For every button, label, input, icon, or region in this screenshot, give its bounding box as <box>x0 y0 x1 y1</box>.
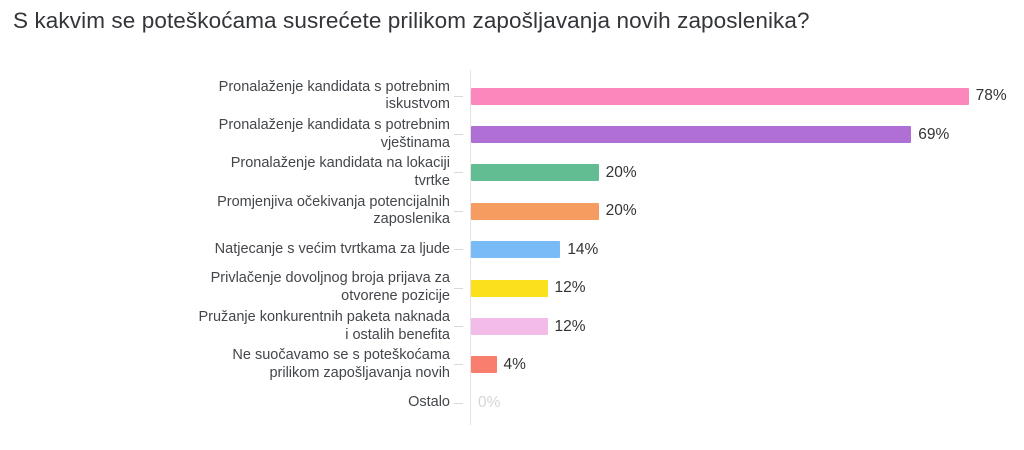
value-label: 14% <box>567 240 599 258</box>
category-label: Pružanje konkurentnih paketa naknada i o… <box>198 308 450 343</box>
axis-tick-mark <box>454 172 463 174</box>
axis-tick-mark <box>454 326 463 328</box>
bar <box>471 279 548 297</box>
axis-tick-mark <box>454 364 463 366</box>
value-label: 69% <box>918 125 950 143</box>
value-label: 78% <box>975 87 1007 105</box>
bar-area: 4% <box>463 346 1024 384</box>
category-label: Ostalo <box>408 394 450 411</box>
bar <box>471 356 497 374</box>
axis-tick-mark <box>454 95 463 97</box>
bar-area: 20% <box>463 154 1024 192</box>
bar <box>471 126 912 144</box>
value-label: 20% <box>605 202 637 220</box>
bar-area: 12% <box>463 307 1024 345</box>
chart-row: Ostalo 0% <box>0 384 1024 422</box>
bar-area: 20% <box>463 192 1024 230</box>
chart-rows: Pronalaženje kandidata s potrebnim iskus… <box>0 77 1024 423</box>
bar <box>471 202 599 220</box>
value-label: 12% <box>554 279 586 297</box>
chart-row: Natjecanje s većim tvrtkama za ljude 14% <box>0 231 1024 269</box>
bar <box>471 318 548 336</box>
category-label: Ne suočavamo se s poteškoćama prilikom z… <box>232 347 450 381</box>
category-label: Pronalaženje kandidata na lokaciji tvrtk… <box>230 155 450 189</box>
axis-tick-mark <box>454 210 463 212</box>
value-label: 20% <box>605 163 637 181</box>
chart-row: Pružanje konkurentnih paketa naknada i o… <box>0 307 1024 345</box>
category-label: Pronalaženje kandidata s potrebnim iskus… <box>218 78 450 113</box>
bar <box>471 241 561 259</box>
chart-row: Pronalaženje kandidata s potrebnim iskus… <box>0 77 1024 115</box>
category-label: Pronalaženje kandidata s potrebnim vješt… <box>218 116 450 151</box>
bar-area: 14% <box>463 231 1024 269</box>
y-axis-line <box>470 70 471 425</box>
bar-area: 0% <box>463 384 1024 422</box>
bar <box>471 164 599 182</box>
bar <box>471 87 969 105</box>
value-label: 0% <box>478 394 501 412</box>
bar-area: 78% <box>463 77 1024 115</box>
axis-tick-mark <box>454 287 463 289</box>
chart-title: S kakvim se poteškoćama susrećete prilik… <box>13 8 810 33</box>
chart-row: Promjenjiva očekivanja potencijalnih zap… <box>0 192 1024 230</box>
category-label: Promjenjiva očekivanja potencijalnih zap… <box>217 193 450 228</box>
bar-area: 12% <box>463 269 1024 307</box>
value-label: 4% <box>503 355 526 373</box>
axis-tick-mark <box>454 402 463 404</box>
axis-tick-mark <box>454 249 463 251</box>
category-label: Privlačenje dovoljnog broja prijava za o… <box>210 270 450 305</box>
chart-row: Privlačenje dovoljnog broja prijava za o… <box>0 269 1024 307</box>
chart-row: Pronalaženje kandidata na lokaciji tvrtk… <box>0 154 1024 192</box>
chart-row: Ne suočavamo se s poteškoćama prilikom z… <box>0 346 1024 384</box>
axis-tick-mark <box>454 134 463 136</box>
bar-area: 69% <box>463 115 1024 153</box>
value-label: 12% <box>554 317 586 335</box>
chart-row: Pronalaženje kandidata s potrebnim vješt… <box>0 115 1024 153</box>
category-label: Natjecanje s većim tvrtkama za ljude <box>214 240 450 257</box>
